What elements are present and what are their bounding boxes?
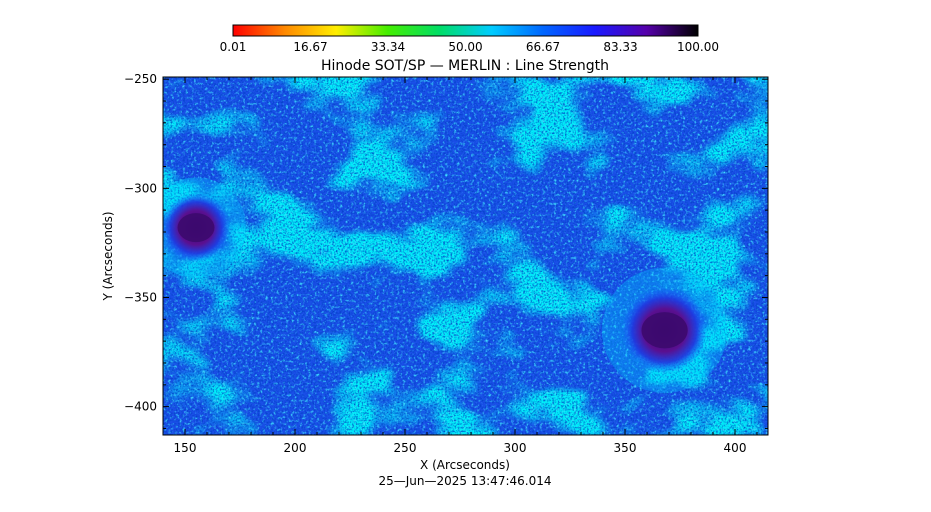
y-tick-label: −300 <box>124 181 157 195</box>
timestamp: 25—Jun—2025 13:47:46.014 <box>379 474 552 488</box>
x-tick-label: 150 <box>174 441 197 455</box>
chart-title: Hinode SOT/SP — MERLIN : Line Strength <box>321 58 609 74</box>
colorbar-tick-label: 16.67 <box>293 40 327 54</box>
x-tick-label: 250 <box>394 441 417 455</box>
colorbar <box>232 24 699 37</box>
y-tick-label: −400 <box>124 400 157 414</box>
colorbar-tick-label: 66.67 <box>526 40 560 54</box>
heatmap-dark-speckle <box>163 77 768 435</box>
x-axis: 150 200 250 300 350 400 <box>162 77 758 455</box>
x-tick-label: 350 <box>614 441 637 455</box>
colorbar-tick-labels: 0.01 16.67 33.34 50.00 66.67 83.33 100.00 <box>220 40 719 54</box>
sunspot-features <box>163 177 728 393</box>
colorbar-tick-label: 100.00 <box>677 40 719 54</box>
x-axis-label: X (Arcseconds) <box>420 458 510 472</box>
y-tick-label: −250 <box>124 72 157 86</box>
sunspot-umbra <box>177 213 215 243</box>
colorbar-tick-label: 0.01 <box>220 40 247 54</box>
colorbar-tick-label: 33.34 <box>371 40 405 54</box>
sunspot-umbra <box>641 312 688 349</box>
x-tick-label: 200 <box>284 441 307 455</box>
plot-frame <box>162 76 769 436</box>
x-tick-label: 300 <box>504 441 527 455</box>
colorbar-tick-label: 83.33 <box>603 40 637 54</box>
y-axis: −250 −300 −350 −400 <box>124 72 768 429</box>
x-tick-label: 400 <box>724 441 747 455</box>
y-axis-label: Y (Arcseconds) <box>101 211 115 301</box>
heatmap-image <box>163 77 768 435</box>
colorbar-tick-label: 50.00 <box>448 40 482 54</box>
y-tick-label: −350 <box>124 290 157 304</box>
